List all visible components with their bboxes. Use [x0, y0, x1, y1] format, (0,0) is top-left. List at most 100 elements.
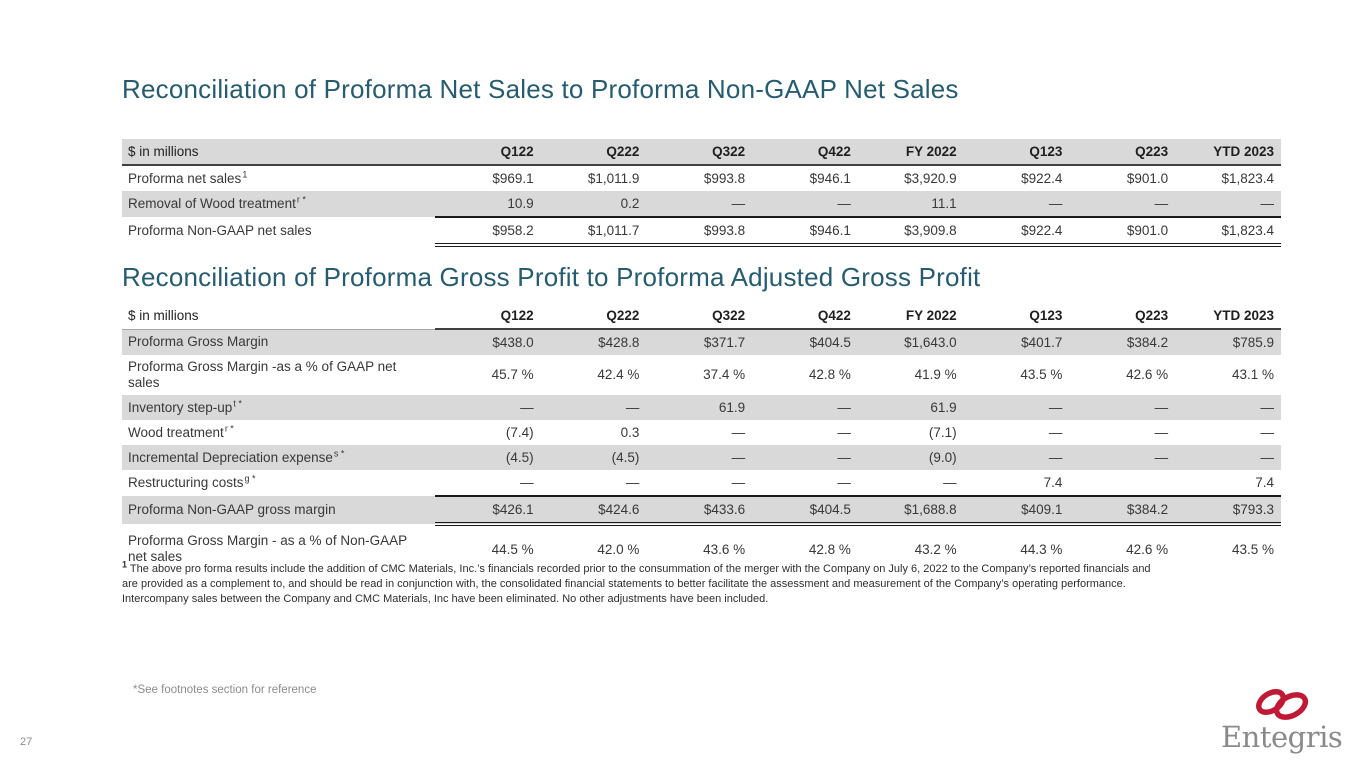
header-row: $ in millions Q122 Q222 Q322 Q422 FY 2022 Q123… [122, 303, 1281, 330]
table-row: Proforma Non-GAAP gross margin $426.1 $424… [122, 495, 1281, 526]
row-label-text: Removal of Wood treatment [128, 196, 296, 211]
table-cell: 61.9 [857, 395, 964, 420]
table-cell: $404.5 [752, 329, 858, 355]
table-cell: 42.0 % [597, 542, 640, 557]
table-cell: 43.2 % [914, 542, 957, 557]
table-row: Proforma Gross Margin -as a % of GAAP ne… [122, 355, 1281, 395]
row-label: Proforma Non-GAAP net sales [122, 217, 435, 245]
table-cell: (7.1) [928, 424, 957, 440]
footnote-marker: r * [296, 194, 306, 205]
table-cell: — [752, 191, 858, 217]
row-label-text: Proforma Gross Margin - as a % of Non-GA… [128, 533, 407, 564]
table-cell: 45.7 % [491, 367, 534, 382]
column-header: Q222 [540, 303, 647, 330]
table-cell: 7.4 [1255, 474, 1274, 490]
table-cell: — [520, 474, 534, 490]
column-header: FY 2022 [857, 139, 964, 166]
row-label: Wood treatmentr * [122, 420, 435, 445]
table-cell: $409.1 [963, 495, 1070, 526]
table-cell: — [646, 445, 753, 470]
table-cell [1069, 470, 1175, 496]
net-sales-table: $ in millions Q122 Q222 Q322 Q422 FY 2022 Q123… [122, 139, 1281, 247]
table-cell: $793.3 [1175, 495, 1281, 526]
table-cell: 44.3 % [1020, 542, 1063, 557]
table-cell: 42.6 % [1126, 542, 1169, 557]
row-label-text: Incremental Depreciation expense [128, 449, 333, 465]
table-cell: $424.6 [540, 495, 647, 526]
row-label-text: Proforma net sales [128, 170, 242, 186]
table-cell: — [1175, 191, 1281, 217]
table-cell: — [963, 445, 1070, 470]
table-cell: $438.0 [434, 329, 541, 355]
table-cell: $958.2 [434, 216, 541, 247]
table-cell: (4.5) [540, 445, 647, 470]
row-label: Proforma Gross Margin -as a % of GAAP ne… [122, 355, 435, 395]
table-cell: — [1069, 395, 1176, 420]
footnote-marker: 1 [122, 559, 128, 570]
footnote-marker: g * [244, 473, 256, 484]
table-cell: — [1154, 424, 1169, 440]
table-cell: $3,920.9 [904, 170, 957, 186]
table-cell: — [731, 474, 746, 490]
table-cell: $969.1 [492, 170, 534, 186]
column-header: Q422 [752, 303, 858, 330]
column-header: Q322 [646, 139, 753, 166]
table-cell: — [963, 191, 1070, 217]
financial-table: $ in millions Q122 Q222 Q322 Q422 FY 2022 Q123… [122, 303, 1281, 574]
footnote-marker: t * [233, 398, 242, 408]
footnote-marker: s * [333, 448, 345, 458]
table-cell: $922.4 [1021, 170, 1063, 186]
column-header: Q123 [963, 303, 1070, 330]
entegris-logo: Entegris [1221, 689, 1343, 754]
column-header: Q422 [752, 139, 858, 166]
table-cell: $401.7 [963, 329, 1070, 355]
table-cell: 44.5 % [491, 542, 534, 557]
table-cell: — [625, 474, 640, 490]
table-row: Incremental Depreciation expenses * (4.5)… [122, 445, 1281, 470]
table-cell: 43.6 % [703, 542, 746, 557]
footnote-1: 1 The above pro forma results include th… [122, 559, 1162, 607]
unit-label: $ in millions [122, 139, 435, 166]
row-label: Proforma Gross Margin - as a % of Non-GA… [122, 524, 435, 574]
table-cell: — [1175, 395, 1281, 420]
table-cell: 42.4 % [597, 367, 640, 382]
table-row: Removal of Wood treatmentr * 10.9 0.2— —11.… [122, 191, 1281, 217]
table-cell: $946.1 [809, 170, 851, 186]
row-label: Proforma Non-GAAP gross margin [122, 496, 435, 524]
table-cell: 0.3 [620, 424, 640, 440]
table-cell: — [731, 424, 746, 440]
table-cell: $404.5 [752, 495, 858, 526]
row-label-text: Wood treatment [128, 424, 224, 440]
table-cell: — [752, 395, 858, 420]
table-row: Proforma Gross Margin $438.0 $428.8 $371.7 $… [122, 329, 1281, 355]
table-cell: 42.8 % [808, 542, 851, 557]
footnote-marker: 1 [242, 169, 248, 179]
column-header: Q122 [434, 303, 541, 330]
table-cell: $1,011.9 [587, 170, 640, 186]
entegris-wordmark: Entegris [1221, 720, 1343, 754]
row-label: Proforma net sales1 [122, 165, 435, 191]
table-cell: $1,643.0 [857, 329, 964, 355]
row-label-text: Proforma Non-GAAP gross margin [128, 502, 336, 517]
table-cell: — [963, 395, 1070, 420]
table-cell: $993.8 [646, 216, 753, 247]
table-cell: — [1048, 424, 1063, 440]
table-row: Proforma net sales1 $969.1 $1,011.9 $993.8 $… [122, 165, 1281, 191]
table-cell: $426.1 [434, 495, 541, 526]
table-cell: — [943, 474, 957, 490]
footnote-1-text: The above pro forma results include the … [122, 563, 1151, 605]
table-cell: $428.8 [540, 329, 647, 355]
table-cell: — [837, 474, 851, 490]
row-label-text: Proforma Gross Margin -as a % of GAAP ne… [128, 359, 397, 390]
table-cell: — [752, 445, 858, 470]
table-cell: — [1069, 191, 1176, 217]
table-cell: $901.0 [1069, 216, 1176, 247]
table-cell: 37.4 % [703, 367, 746, 382]
table-cell: — [1260, 424, 1275, 440]
row-label: Inventory step-upt * [122, 395, 435, 420]
column-header: YTD 2023 [1175, 303, 1281, 330]
table-row: Restructuring costsg * — — — — — 7.4 7.4 [122, 470, 1281, 496]
footnote-marker: r * [224, 423, 234, 433]
table-cell: 42.6 % [1126, 367, 1169, 382]
